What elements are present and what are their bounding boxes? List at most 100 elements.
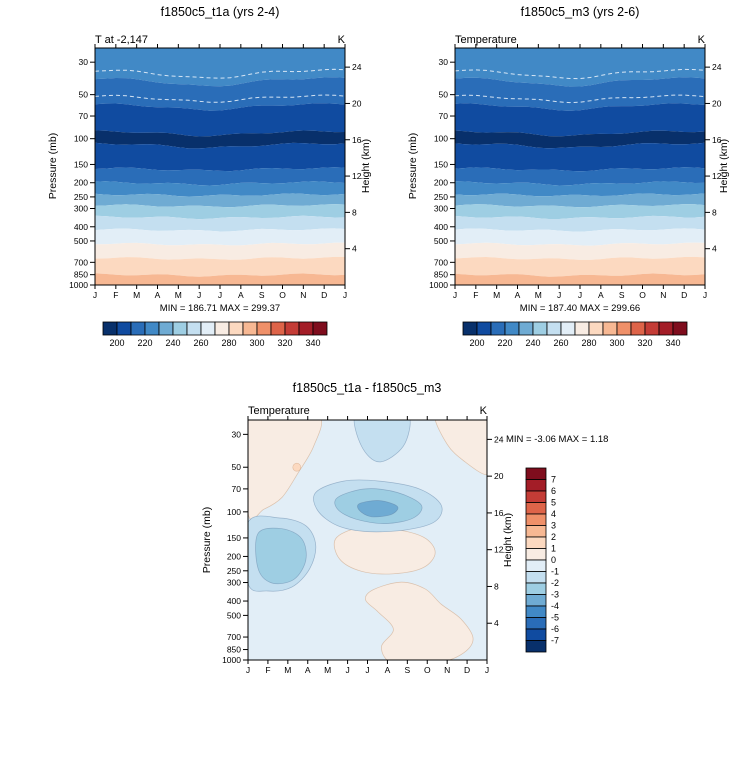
height-tick-label: 24: [712, 62, 722, 72]
height-tick-label: 4: [712, 244, 717, 254]
pressure-tick-label: 300: [74, 203, 88, 213]
colorbar-box: [525, 536, 547, 549]
pressure-tick-label: 250: [227, 566, 241, 576]
pressure-tick-label: 150: [434, 159, 448, 169]
panel-title: f1850c5_t1a - f1850c5_m3: [293, 381, 442, 395]
colorbar-box: [256, 321, 272, 336]
month-tick-label: J: [197, 290, 201, 300]
colorbar-box: [525, 479, 547, 492]
colorbar-box: [504, 321, 520, 336]
month-tick-label: S: [404, 665, 410, 675]
month-tick-label: J: [218, 290, 222, 300]
colorbar-box: [602, 321, 618, 336]
height-axis-label: Height (km): [360, 139, 372, 193]
contour-band: [95, 242, 345, 260]
pressure-tick-label: 300: [434, 203, 448, 213]
pressure-tick-label: 30: [232, 429, 242, 439]
colorbar-box: [228, 321, 244, 336]
height-tick-label: 8: [712, 207, 717, 217]
month-tick-label: J: [557, 290, 561, 300]
month-tick-label: A: [598, 290, 604, 300]
height-tick-label: 24: [352, 62, 362, 72]
colorbar-tick-label: 4: [551, 509, 556, 519]
pressure-tick-label: 300: [227, 578, 241, 588]
month-tick-label: J: [246, 665, 250, 675]
colorbar-box: [525, 490, 547, 503]
height-tick-label: 12: [352, 171, 362, 181]
colorbar-box: [574, 321, 590, 336]
colorbar-box: [298, 321, 314, 336]
panel-field-label: Temperature: [455, 34, 517, 46]
colorbar-box: [284, 321, 300, 336]
colorbar-box: [200, 321, 216, 336]
anomaly-region: [255, 527, 307, 585]
colorbar-box: [158, 321, 174, 336]
colorbar-box: [546, 321, 562, 336]
contour-band: [455, 273, 705, 285]
contour-band: [455, 242, 705, 260]
month-tick-label: J: [343, 290, 347, 300]
colorbar-tick-label: 300: [609, 338, 624, 348]
colorbar-box: [116, 321, 132, 336]
colorbar-box: [525, 525, 547, 538]
colorbar-tick-label: 300: [249, 338, 264, 348]
pressure-tick-label: 30: [79, 57, 89, 67]
minmax-label: MIN = 186.71 MAX = 299.37: [160, 303, 280, 314]
pressure-tick-label: 400: [227, 596, 241, 606]
pressure-tick-label: 200: [227, 551, 241, 561]
pressure-axis-label: Pressure (mb): [407, 133, 419, 200]
month-tick-label: F: [473, 290, 478, 300]
colorbar-tick-label: 260: [193, 338, 208, 348]
panel-difference: f1850c5_t1a - f1850c5_m3 Temperature K 3…: [201, 381, 608, 675]
height-tick-label: 20: [494, 471, 504, 481]
pressure-tick-label: 250: [434, 192, 448, 202]
colorbar-difference: 76 54 32 10 -1-2 -3-4 -5-6 -7: [525, 467, 559, 653]
pressure-axis-label: Pressure (mb): [201, 507, 213, 574]
month-tick-label: A: [155, 290, 161, 300]
pressure-tick-label: 100: [434, 134, 448, 144]
colorbar-box: [490, 321, 506, 336]
contour-band: [95, 167, 345, 186]
month-tick-label: J: [365, 665, 369, 675]
colorbar-tick-label: 280: [221, 338, 236, 348]
month-tick-label: J: [703, 290, 707, 300]
anomaly-region: [248, 420, 322, 520]
height-tick-label: 8: [494, 581, 499, 591]
height-axis-label: Height (km): [718, 139, 730, 193]
panel-title: f1850c5_m3 (yrs 2-6): [521, 5, 640, 19]
plot-body: [95, 48, 345, 285]
colorbar-tick-label: 1: [551, 544, 556, 554]
anomaly-region: [365, 581, 474, 660]
month-tick-label: J: [93, 290, 97, 300]
colorbar-box: [214, 321, 230, 336]
panel-top-right: f1850c5_m3 (yrs 2-6) Temperature K 30 50 7…: [407, 5, 730, 348]
colorbar-tick-label: -5: [551, 613, 559, 623]
contour-band: [455, 256, 705, 277]
month-tick-label: A: [515, 290, 521, 300]
colorbar-box: [102, 321, 118, 336]
pressure-axis-label: Pressure (mb): [47, 133, 59, 200]
colorbar-box: [525, 467, 547, 480]
colorbar-box: [525, 548, 547, 561]
colorbar-tick-label: 240: [165, 338, 180, 348]
colorbar-box: [144, 321, 160, 336]
month-tick-label: N: [660, 290, 666, 300]
pressure-tick-label: 700: [74, 257, 88, 267]
height-tick-label: 4: [352, 244, 357, 254]
month-tick-label: J: [578, 290, 582, 300]
colorbar-box: [525, 605, 547, 618]
colorbar-tick-label: -4: [551, 601, 559, 611]
colorbar-box: [658, 321, 674, 336]
pressure-tick-label: 50: [439, 90, 449, 100]
height-tick-label: 16: [712, 135, 722, 145]
contour-band: [95, 215, 345, 232]
colorbar-tick-label: 280: [581, 338, 596, 348]
month-tick-label: M: [284, 665, 291, 675]
colorbar-tick-label: 320: [637, 338, 652, 348]
pressure-tick-label: 500: [434, 236, 448, 246]
pressure-tick-label: 150: [227, 533, 241, 543]
panel-field-label: T at -2,147: [95, 34, 148, 46]
